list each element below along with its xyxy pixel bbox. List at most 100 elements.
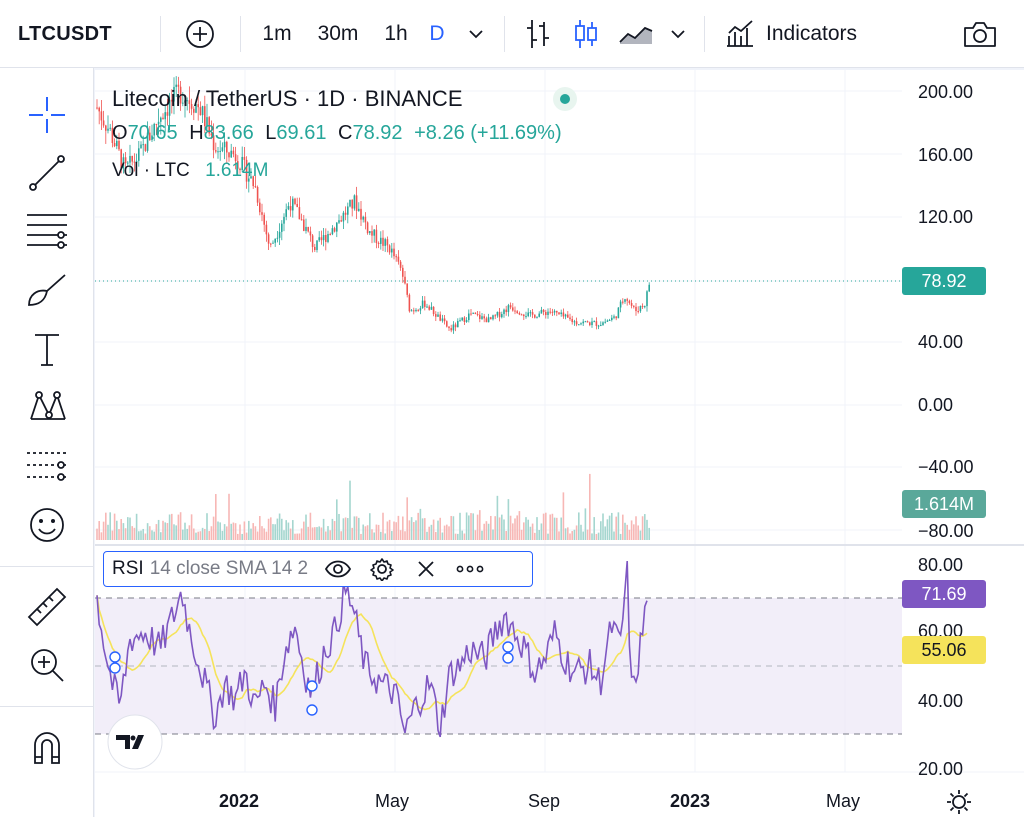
- price-tick: −80.00: [918, 521, 974, 541]
- high-label: H: [189, 122, 204, 144]
- emoji-tool[interactable]: [22, 500, 72, 550]
- remove-button[interactable]: [408, 553, 444, 585]
- open-value: 70.65: [127, 122, 178, 144]
- zoom-in-tool[interactable]: [22, 640, 72, 690]
- low-label: L: [265, 122, 277, 144]
- magnet-icon: [34, 732, 60, 764]
- rsi-sma-value-label: 55.06: [902, 636, 986, 664]
- gear-icon: [370, 558, 394, 581]
- trend-line-icon: [29, 155, 65, 191]
- indicators-label: Indicators: [766, 22, 858, 45]
- divider: [0, 706, 94, 707]
- chart-pane[interactable]: [95, 70, 1024, 817]
- brush-tool[interactable]: [22, 266, 72, 316]
- indicators-button[interactable]: Indicators: [724, 14, 876, 54]
- rsi-legend[interactable]: RSI 14 close SMA 14 2: [103, 551, 533, 587]
- text-tool[interactable]: [22, 324, 72, 374]
- close-label: C: [338, 122, 353, 144]
- price-tick: 120.00: [918, 207, 974, 227]
- indicators-icon: [727, 20, 753, 47]
- interval-30m[interactable]: 30m: [317, 22, 359, 45]
- trend-line-tool[interactable]: [22, 148, 72, 198]
- interval-d[interactable]: D: [429, 22, 445, 45]
- price-tick: −40.00: [918, 457, 974, 477]
- eye-icon: [325, 560, 352, 578]
- last-price-label: 78.92: [902, 267, 986, 295]
- price-tick: 40.00: [918, 332, 964, 352]
- compare-add-button[interactable]: [178, 14, 222, 54]
- prediction-tool[interactable]: [22, 440, 72, 490]
- volume-price-label: 1.614M: [902, 490, 986, 518]
- area-style-button[interactable]: [614, 14, 658, 54]
- price-tick: 160.00: [918, 145, 974, 165]
- measure-tool[interactable]: [22, 582, 72, 632]
- chart-type-dropdown-button[interactable]: [664, 14, 692, 54]
- brush-icon: [28, 274, 66, 306]
- time-tick: 2022: [219, 791, 260, 811]
- interval-dropdown-button[interactable]: [462, 14, 490, 54]
- more-button[interactable]: [452, 553, 488, 585]
- open-label: O: [112, 122, 128, 144]
- volume-legend: Vol · LTC 1.614M: [112, 160, 268, 182]
- visibility-button[interactable]: [320, 553, 356, 585]
- bars-style-button[interactable]: [516, 14, 560, 54]
- area-chart-icon: [619, 26, 653, 44]
- divider: [160, 16, 161, 52]
- pattern-icon: [30, 391, 66, 420]
- close-value: 78.92: [352, 122, 403, 144]
- volume-label: Vol · LTC: [112, 160, 190, 181]
- interval-1m[interactable]: 1m: [262, 22, 292, 45]
- time-tick: Sep: [528, 791, 561, 811]
- rsi-tick: 20.00: [918, 759, 964, 779]
- rsi-value-label: 71.69: [902, 580, 986, 608]
- divider: [0, 566, 94, 567]
- price-tick: 200.00: [918, 82, 974, 102]
- pattern-tool[interactable]: [22, 382, 72, 432]
- settings-button[interactable]: [364, 553, 400, 585]
- chevron-down-icon: [671, 30, 685, 39]
- symbol-search[interactable]: LTCUSDT: [18, 22, 112, 45]
- close-icon: [418, 561, 434, 577]
- time-tick: 2023: [670, 791, 711, 811]
- crosshair-icon: [29, 97, 65, 133]
- change-value: +8.26 (+11.69%): [414, 122, 562, 144]
- sun-gear-icon: [947, 790, 971, 814]
- volume-value: 1.614M: [205, 160, 269, 181]
- zoom-in-icon: [31, 649, 64, 682]
- market-status-dot[interactable]: [553, 87, 577, 111]
- chevron-down-icon: [469, 30, 483, 39]
- divider: [704, 16, 705, 52]
- smiley-icon: [30, 508, 64, 542]
- rsi-tick: 80.00: [918, 555, 964, 575]
- ruler-icon: [27, 587, 67, 627]
- divider: [504, 16, 505, 52]
- high-value: 83.66: [203, 122, 254, 144]
- fib-retracement-tool[interactable]: [22, 206, 72, 256]
- rsi-name: RSI: [112, 558, 144, 579]
- camera-icon: [964, 22, 996, 47]
- symbol-title: Litecoin / TetherUS · 1D · BINANCE: [112, 86, 463, 111]
- price-tick: 0.00: [918, 395, 954, 415]
- time-tick: May: [826, 791, 861, 811]
- top-toolbar: LTCUSDT 1m 30m 1h D Indicators: [0, 0, 1024, 68]
- more-dots-icon: [456, 565, 484, 573]
- text-icon: [35, 334, 59, 366]
- interval-1h[interactable]: 1h: [384, 22, 408, 45]
- candles-icon: [575, 20, 597, 48]
- fib-lines-icon: [27, 214, 67, 249]
- divider: [240, 16, 241, 52]
- ohlc-legend: O70.65 H83.66 L69.61 C78.92 +8.26 (+11.6…: [112, 122, 562, 145]
- rsi-tick: 40.00: [918, 691, 964, 711]
- time-tick: May: [375, 791, 410, 811]
- rsi-params: 14 close SMA 14 2: [149, 558, 309, 579]
- drawing-toolbar: [0, 68, 94, 817]
- chart-settings-button[interactable]: [944, 787, 974, 817]
- magnet-tool[interactable]: [22, 722, 72, 772]
- plus-circle-icon: [186, 20, 214, 48]
- snapshot-button[interactable]: [958, 14, 1002, 54]
- forecast-icon: [27, 452, 67, 481]
- crosshair-tool[interactable]: [22, 90, 72, 140]
- bars-icon: [527, 20, 549, 48]
- candles-style-button[interactable]: [564, 14, 608, 54]
- low-value: 69.61: [276, 122, 327, 144]
